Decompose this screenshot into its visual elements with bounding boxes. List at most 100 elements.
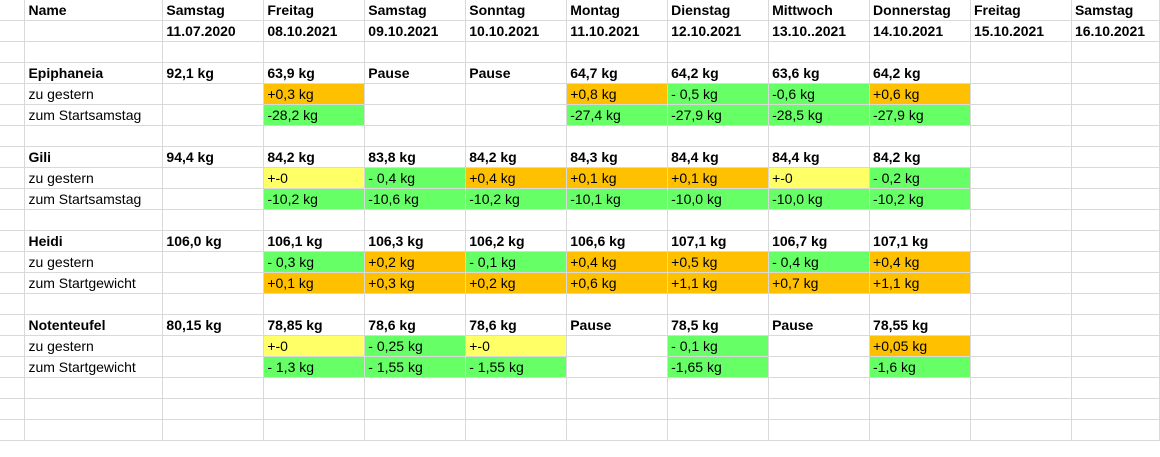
delta-cell[interactable] [364, 104, 467, 126]
day-header-cell[interactable]: Samstag [162, 0, 265, 21]
date-header-cell[interactable]: 10.10.2021 [465, 20, 568, 42]
row-stub-cell[interactable] [0, 398, 26, 420]
weight-cell[interactable]: 94,4 kg [162, 146, 265, 168]
person-name-cell[interactable]: Notenteufel [24, 314, 164, 336]
row-stub-cell[interactable] [0, 125, 26, 147]
weight-cell[interactable]: 106,7 kg [768, 230, 871, 252]
empty-cell[interactable] [465, 209, 568, 231]
day-header-cell[interactable]: Dienstag [667, 0, 770, 21]
day-header-cell[interactable]: Samstag [1071, 0, 1160, 21]
weight-cell[interactable]: 80,15 kg [162, 314, 265, 336]
delta-cell[interactable]: +0,7 kg [768, 272, 871, 294]
weight-cell[interactable]: 64,2 kg [869, 62, 971, 84]
row-label-cell[interactable]: zu gestern [24, 251, 164, 273]
delta-cell[interactable]: +-0 [263, 167, 366, 189]
delta-cell[interactable]: - 0,1 kg [667, 335, 770, 357]
delta-cell[interactable] [162, 335, 265, 357]
weight-cell[interactable]: 78,55 kg [869, 314, 971, 336]
delta-cell[interactable]: +0,2 kg [364, 251, 467, 273]
empty-cell[interactable] [970, 293, 1072, 315]
empty-cell[interactable] [1071, 41, 1160, 63]
delta-cell[interactable]: -10,6 kg [364, 188, 467, 210]
delta-cell[interactable]: +-0 [263, 335, 366, 357]
empty-cell[interactable] [667, 419, 770, 441]
delta-cell[interactable]: -28,5 kg [768, 104, 871, 126]
delta-cell[interactable]: - 0,25 kg [364, 335, 467, 357]
empty-cell[interactable] [768, 41, 871, 63]
weight-cell[interactable]: 106,1 kg [263, 230, 366, 252]
empty-cell[interactable] [869, 41, 971, 63]
day-header-cell[interactable]: Mittwoch [768, 0, 871, 21]
empty-cell[interactable] [465, 377, 568, 399]
empty-cell[interactable] [24, 209, 164, 231]
delta-cell[interactable] [970, 104, 1072, 126]
empty-cell[interactable] [566, 377, 669, 399]
row-stub-cell[interactable] [0, 104, 26, 126]
weight-cell[interactable]: 84,4 kg [768, 146, 871, 168]
weight-cell[interactable]: 64,2 kg [667, 62, 770, 84]
empty-cell[interactable] [667, 209, 770, 231]
empty-cell[interactable] [1071, 293, 1160, 315]
empty-cell[interactable] [24, 125, 164, 147]
empty-cell[interactable] [768, 125, 871, 147]
row-stub-cell[interactable] [0, 272, 26, 294]
date-header-cell[interactable]: 14.10.2021 [869, 20, 971, 42]
empty-cell[interactable] [1071, 398, 1160, 420]
empty-cell[interactable] [667, 125, 770, 147]
row-stub-cell[interactable] [0, 0, 26, 21]
delta-cell[interactable]: - 0,4 kg [768, 251, 871, 273]
day-header-cell[interactable]: Freitag [263, 0, 366, 21]
weight-cell[interactable] [1071, 230, 1160, 252]
delta-cell[interactable]: -10,0 kg [667, 188, 770, 210]
name-column-header[interactable]: Name [24, 0, 164, 21]
empty-cell[interactable] [768, 293, 871, 315]
delta-cell[interactable]: +0,1 kg [667, 167, 770, 189]
empty-cell[interactable] [869, 209, 971, 231]
delta-cell[interactable] [970, 167, 1072, 189]
weight-cell[interactable]: 84,2 kg [263, 146, 366, 168]
empty-cell[interactable] [263, 398, 366, 420]
weight-cell[interactable]: 106,2 kg [465, 230, 568, 252]
empty-cell[interactable] [364, 209, 467, 231]
delta-cell[interactable]: +0,05 kg [869, 335, 971, 357]
delta-cell[interactable]: - 0,2 kg [869, 167, 971, 189]
row-stub-cell[interactable] [0, 41, 26, 63]
weight-cell[interactable] [1071, 146, 1160, 168]
delta-cell[interactable] [1071, 188, 1160, 210]
empty-cell[interactable] [970, 125, 1072, 147]
empty-cell[interactable] [566, 293, 669, 315]
empty-cell[interactable] [162, 293, 265, 315]
delta-cell[interactable]: +0,6 kg [566, 272, 669, 294]
row-stub-cell[interactable] [0, 230, 26, 252]
empty-cell[interactable] [364, 125, 467, 147]
empty-cell[interactable] [263, 293, 366, 315]
row-stub-cell[interactable] [0, 251, 26, 273]
empty-cell[interactable] [364, 398, 467, 420]
delta-cell[interactable]: - 0,1 kg [465, 251, 568, 273]
delta-cell[interactable]: - 1,3 kg [263, 356, 366, 378]
empty-cell[interactable] [1071, 209, 1160, 231]
delta-cell[interactable]: -10,0 kg [768, 188, 871, 210]
date-header-cell[interactable]: 15.10.2021 [970, 20, 1072, 42]
empty-cell[interactable] [970, 398, 1072, 420]
row-stub-cell[interactable] [0, 146, 26, 168]
delta-cell[interactable] [970, 83, 1072, 105]
empty-cell[interactable] [465, 419, 568, 441]
empty-cell[interactable] [465, 125, 568, 147]
empty-cell[interactable] [24, 41, 164, 63]
delta-cell[interactable]: +0,2 kg [465, 272, 568, 294]
empty-cell[interactable] [566, 398, 669, 420]
empty-cell[interactable] [263, 419, 366, 441]
weight-cell[interactable]: 107,1 kg [667, 230, 770, 252]
delta-cell[interactable]: -10,2 kg [465, 188, 568, 210]
weight-cell[interactable]: 84,3 kg [566, 146, 669, 168]
date-header-cell[interactable]: 11.07.2020 [162, 20, 265, 42]
empty-cell[interactable] [364, 377, 467, 399]
empty-cell[interactable] [162, 209, 265, 231]
delta-cell[interactable] [1071, 251, 1160, 273]
delta-cell[interactable] [1071, 167, 1160, 189]
delta-cell[interactable]: - 0,4 kg [364, 167, 467, 189]
delta-cell[interactable] [1071, 356, 1160, 378]
delta-cell[interactable] [970, 356, 1072, 378]
delta-cell[interactable]: +-0 [768, 167, 871, 189]
